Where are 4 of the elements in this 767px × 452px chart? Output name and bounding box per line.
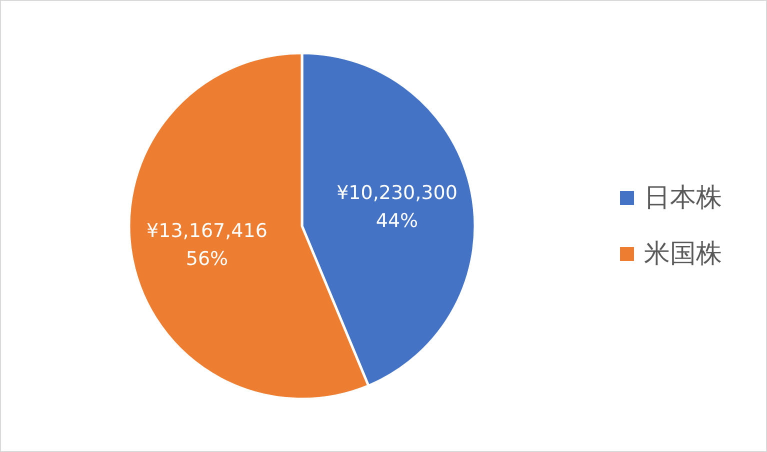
- data-label: ¥13,167,416 56%: [146, 220, 268, 270]
- data-label: ¥10,230,300 44%: [336, 182, 458, 232]
- legend-label: 米国株: [644, 239, 722, 269]
- legend-label: 日本株: [644, 183, 722, 213]
